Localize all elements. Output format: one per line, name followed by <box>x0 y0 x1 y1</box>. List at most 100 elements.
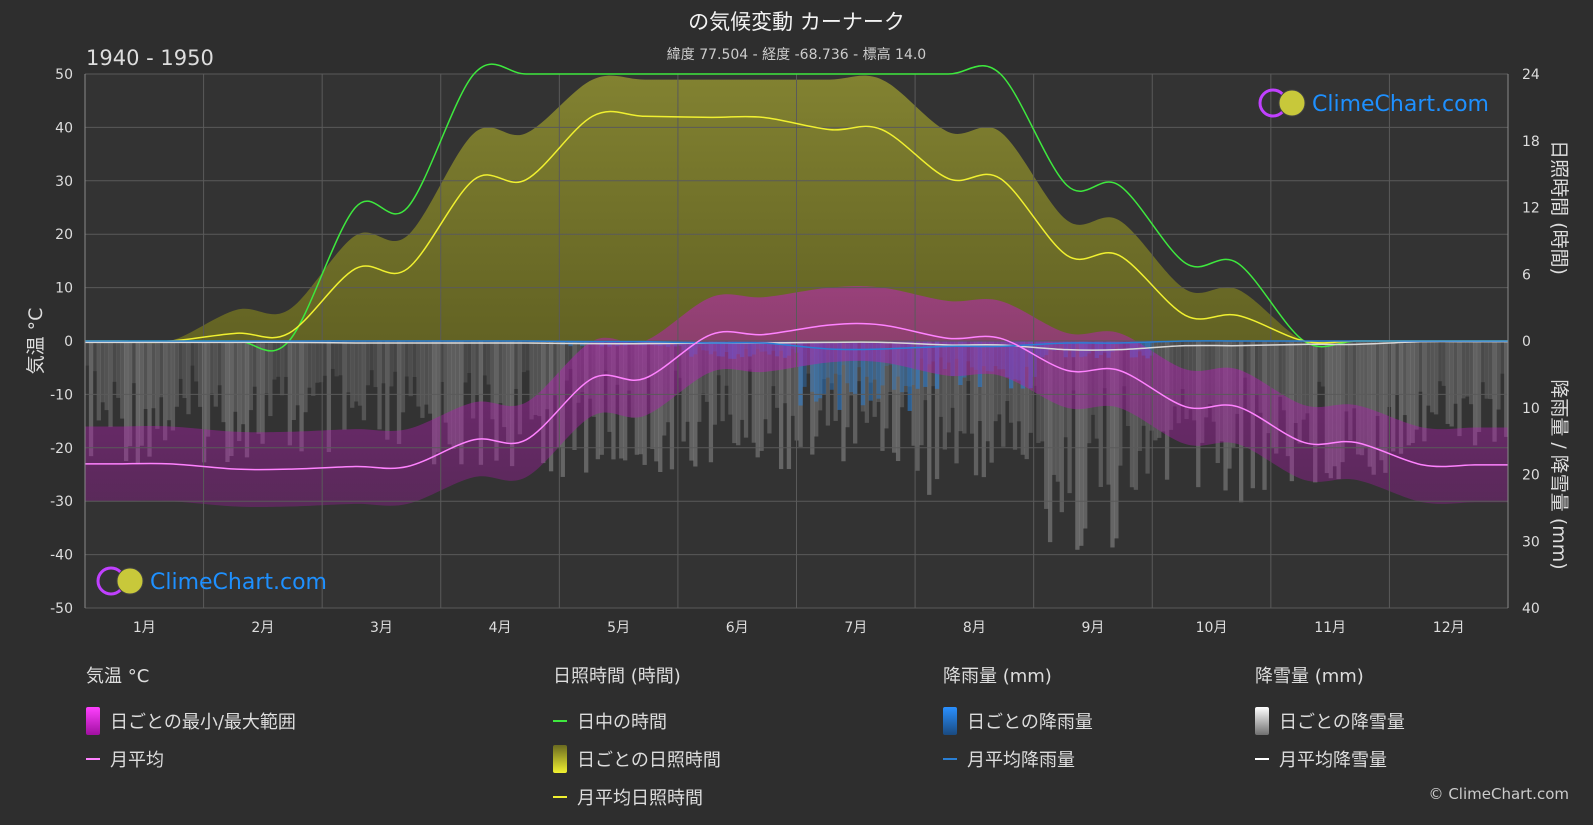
rain-daily-bar <box>810 341 815 392</box>
legend-label-daylight: 日中の時間 <box>577 712 667 733</box>
snow-daily-bar <box>1418 341 1423 392</box>
snow-daily-bar <box>182 341 187 399</box>
rain-daily-bar <box>814 341 819 402</box>
chart-subtitle: 緯度 77.504 - 経度 -68.736 - 標高 14.0 <box>666 47 927 63</box>
snow-daily-bar <box>178 341 183 379</box>
snow-daily-bar <box>213 341 218 407</box>
temp-mean-swatch <box>86 758 100 760</box>
snow-daily-bar <box>736 341 741 446</box>
snow-daily-bar <box>373 341 378 388</box>
snow-daily-bar <box>1098 341 1103 487</box>
snow-daily-bar <box>954 341 959 464</box>
snow-daily-bar <box>786 341 792 470</box>
snow-daily-bar <box>849 341 854 396</box>
snow-daily-bar <box>962 341 967 434</box>
rain-daily-bar <box>576 341 581 345</box>
snow-daily-bar <box>467 341 472 374</box>
snow-daily-bar <box>205 341 211 437</box>
snow-daily-bar <box>1476 341 1482 433</box>
snow-daily-bar <box>1242 341 1248 378</box>
snow-daily-bar <box>482 341 487 376</box>
rain-daily-bar <box>849 341 854 393</box>
legend-heading-rain: 降雨量 (mm) <box>943 666 1052 687</box>
snow-daily-bar <box>833 341 838 421</box>
snow-daily-bar <box>330 341 335 369</box>
snow-daily-bar <box>958 341 963 432</box>
legend-label-rain-mean: 月平均降雨量 <box>967 750 1075 771</box>
snow-daily-bar <box>404 341 409 377</box>
snow-daily-bar <box>170 341 176 431</box>
temp-tick-label: 10 <box>55 281 73 297</box>
snow-daily-bar <box>552 341 558 396</box>
snow-daily-bar <box>864 341 870 423</box>
snow-daily-bar <box>1472 341 1478 446</box>
precipitation-tick-label: 10 <box>1522 401 1540 417</box>
legend-label-temp-range: 日ごとの最小/最大範囲 <box>110 712 296 733</box>
sunshine-mean-line <box>84 110 1508 344</box>
snow-daily-bar <box>412 341 417 378</box>
snow-daily-bar <box>1075 341 1080 550</box>
snow-daily-bar <box>743 341 749 438</box>
snow-daily-bar <box>1001 341 1006 447</box>
snow-daily-bar <box>311 341 316 396</box>
snow-daily-bar <box>888 341 893 393</box>
snow-daily-bar <box>85 341 90 366</box>
snow-daily-bar <box>1352 341 1357 409</box>
snow-daily-bar <box>431 341 437 465</box>
snow-daily-bar <box>564 341 569 381</box>
snow-daily-bar <box>1504 341 1509 437</box>
series-lines <box>84 63 1508 471</box>
precipitation-tick-label: 30 <box>1522 534 1540 550</box>
snow-daily-bar <box>973 341 979 476</box>
temp-tick-label: -20 <box>50 441 73 457</box>
snow-daily-bar <box>1079 341 1084 546</box>
snow-daily-bar <box>1320 341 1326 387</box>
rain-daily-bar <box>899 341 905 393</box>
snow-daily-bar <box>778 341 784 470</box>
snow-daily-bar <box>1394 341 1400 394</box>
snow-daily-bar <box>841 341 846 462</box>
snow-daily-bar <box>1297 341 1302 444</box>
snow-daily-bar <box>1406 341 1411 446</box>
snow-daily-bar <box>1129 341 1135 488</box>
snow-daily-bar <box>525 341 530 371</box>
snow-daily-bar <box>1367 341 1372 467</box>
snow-daily-bar <box>1433 341 1439 415</box>
snow-daily-bar <box>669 341 675 470</box>
watermark-top: ClimeChart.com <box>1258 88 1489 118</box>
snow-daily-bar <box>92 341 98 372</box>
snow-daily-bar <box>1114 341 1119 539</box>
snow-daily-bar <box>377 341 382 430</box>
snow-daily-bar <box>315 341 320 383</box>
snow-daily-bar <box>989 341 994 463</box>
snow-daily-bar <box>162 341 168 441</box>
snow-daily-bar <box>1024 341 1029 460</box>
snow-daily-bar <box>1301 341 1306 420</box>
snow-daily-bar <box>233 341 238 412</box>
snow-daily-swatch <box>1255 707 1269 735</box>
snow-daily-bar <box>892 341 897 453</box>
rain-mean-line <box>84 340 1508 351</box>
snow-daily-bar <box>498 341 503 404</box>
snow-daily-bar <box>732 341 737 444</box>
snow-daily-bar <box>159 341 164 398</box>
snow-daily-bar <box>537 341 542 417</box>
snow-daily-bar <box>1414 341 1419 430</box>
legend-item-temp-range: 日ごとの最小/最大範囲 <box>86 702 296 740</box>
legend-item-temp-mean: 月平均 <box>86 740 296 778</box>
snow-daily-bar <box>104 341 109 411</box>
snow-daily-bar <box>131 341 137 384</box>
snow-daily-bar <box>186 341 191 415</box>
right-bottom-axis-title: 降雨量 / 降雪量 (mm) <box>1548 379 1570 569</box>
legend-heading-snow: 降雪量 (mm) <box>1255 666 1364 687</box>
snow-daily-bar <box>166 341 172 421</box>
month-tick-label: 12月 <box>1433 620 1465 636</box>
snow-daily-bar <box>997 341 1002 415</box>
snow-daily-bar <box>1457 341 1462 437</box>
temp-tick-label: -30 <box>50 494 73 510</box>
snow-daily-bar <box>221 341 226 423</box>
rain-daily-bar <box>837 341 842 410</box>
snow-daily-bar <box>100 341 105 403</box>
temp-tick-label: 50 <box>55 67 73 83</box>
snow-daily-bar <box>1281 341 1287 411</box>
